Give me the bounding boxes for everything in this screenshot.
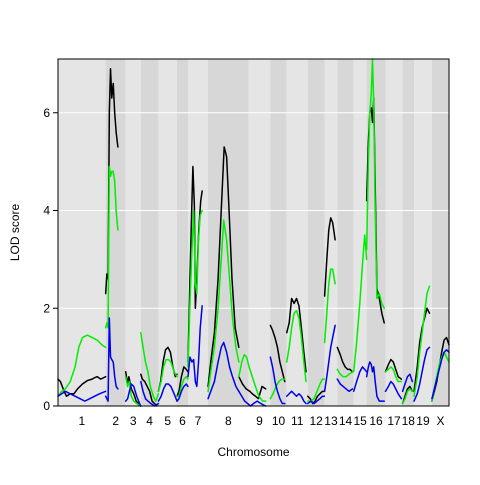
x-tick-label-4: 4 <box>146 414 153 428</box>
series-2-segment-10 <box>285 390 307 405</box>
x-tick-label-11: 11 <box>291 414 304 428</box>
series-1-segment-13 <box>336 368 354 378</box>
series-1-segment-1 <box>104 165 119 329</box>
series-2-segment-19 <box>431 349 450 400</box>
series-1-segment-12 <box>323 268 336 344</box>
chromosome-band-17 <box>385 59 403 406</box>
series-0-segment-12 <box>323 217 336 297</box>
chromosome-band-1 <box>58 59 106 406</box>
chromosome-band-10 <box>270 59 287 406</box>
x-tick-label-14: 14 <box>339 414 353 428</box>
series-2-segment-13 <box>336 378 354 393</box>
chromosome-band-X <box>431 59 449 406</box>
x-axis: 1 2 3 4 5 6 7 8 9 10 11 12 13 14 15 16 17 18 19 X <box>78 414 444 428</box>
series-0-segment-13 <box>336 346 354 373</box>
series-2-segment-2 <box>124 383 142 407</box>
x-tick-label-6: 6 <box>179 414 186 428</box>
chromosome-band-2 <box>105 59 126 406</box>
chromosome-band-3 <box>125 59 141 406</box>
chromosome-band-9 <box>248 59 271 406</box>
series-2-segment-9 <box>269 356 286 405</box>
x-tick-label-18: 18 <box>402 414 416 428</box>
series-0-segment-10 <box>285 297 307 373</box>
series-1-segment-16 <box>384 366 403 383</box>
series-1-segment-17 <box>401 388 414 405</box>
series-2-segment-15 <box>365 361 385 402</box>
y-tick-label-6: 6 <box>43 106 50 120</box>
x-tick-label-13: 13 <box>324 414 338 428</box>
x-tick-label-1: 1 <box>78 414 85 428</box>
chromosome-bands <box>58 59 449 406</box>
chromosome-band-5 <box>158 59 178 406</box>
x-tick-label-5: 5 <box>164 414 171 428</box>
series-2-segment-0 <box>57 390 107 402</box>
series-1-segment-9 <box>269 378 286 400</box>
series-1-segment-2 <box>124 375 142 407</box>
y-tick-label-4: 4 <box>43 204 50 218</box>
series-2-segment-4 <box>157 383 178 402</box>
x-tick-label-9: 9 <box>256 414 263 428</box>
x-axis-label: Chromosome <box>217 445 289 459</box>
series-1-segment-15 <box>365 58 385 309</box>
series-2-segment-11 <box>307 395 326 405</box>
chromosome-band-13 <box>324 59 338 406</box>
series-0-segment-15 <box>384 358 403 380</box>
y-axis-label: LOD score <box>8 204 22 262</box>
series-0-segment-2 <box>124 371 142 407</box>
x-tick-label-7: 7 <box>195 414 202 428</box>
x-tick-label-10: 10 <box>272 414 286 428</box>
chromosome-band-19 <box>414 59 432 406</box>
chromosome-band-6 <box>177 59 189 406</box>
series-1-segment-8 <box>238 353 267 402</box>
series-2-segment-5 <box>176 383 189 402</box>
series-2-segment-7 <box>207 341 240 400</box>
x-tick-label-X: X <box>436 414 444 428</box>
series-2-segment-6 <box>187 305 203 388</box>
series-2-segment-12 <box>323 324 336 393</box>
series-2-segment-16 <box>384 380 403 400</box>
x-tick-label-16: 16 <box>369 414 383 428</box>
x-tick-label-2: 2 <box>112 414 119 428</box>
x-tick-label-15: 15 <box>353 414 367 428</box>
chromosome-band-15 <box>353 59 367 406</box>
series-lines <box>57 58 450 407</box>
series-0-segment-7 <box>207 146 240 388</box>
x-tick-label-17: 17 <box>387 414 401 428</box>
chromosome-band-12 <box>307 59 325 406</box>
x-tick-label-12: 12 <box>310 414 324 428</box>
chromosome-band-18 <box>402 59 415 406</box>
series-2-segment-1 <box>104 317 119 402</box>
series-2-segment-14 <box>352 366 368 393</box>
series-1-segment-6 <box>187 209 203 368</box>
series-1-segment-0 <box>57 334 107 397</box>
series-1-segment-14 <box>352 234 368 373</box>
series-2-segment-18 <box>413 346 431 402</box>
chromosome-band-14 <box>337 59 354 406</box>
series-0-segment-11 <box>307 390 326 405</box>
series-0-segment-8 <box>238 375 267 400</box>
x-tick-label-19: 19 <box>416 414 430 428</box>
y-axis: 0 2 4 6 <box>43 106 58 413</box>
chromosome-band-4 <box>140 59 159 406</box>
series-0-segment-5 <box>176 366 189 397</box>
chromosome-band-11 <box>286 59 308 406</box>
series-1-segment-3 <box>140 331 160 402</box>
series-2-segment-17 <box>401 373 414 393</box>
series-1-segment-7 <box>207 219 240 393</box>
plot-frame <box>57 58 450 407</box>
x-tick-label-8: 8 <box>225 414 232 428</box>
series-1-segment-4 <box>157 358 178 393</box>
series-0-segment-9 <box>269 324 286 383</box>
series-1-segment-5 <box>176 375 189 397</box>
series-0-segment-3 <box>140 373 158 407</box>
x-tick-label-3: 3 <box>130 414 137 428</box>
series-1-segment-10 <box>285 309 307 383</box>
y-tick-label-2: 2 <box>43 301 50 315</box>
series-1-segment-18 <box>413 285 431 397</box>
series-0-segment-1 <box>104 68 119 295</box>
y-tick-label-0: 0 <box>43 399 50 413</box>
